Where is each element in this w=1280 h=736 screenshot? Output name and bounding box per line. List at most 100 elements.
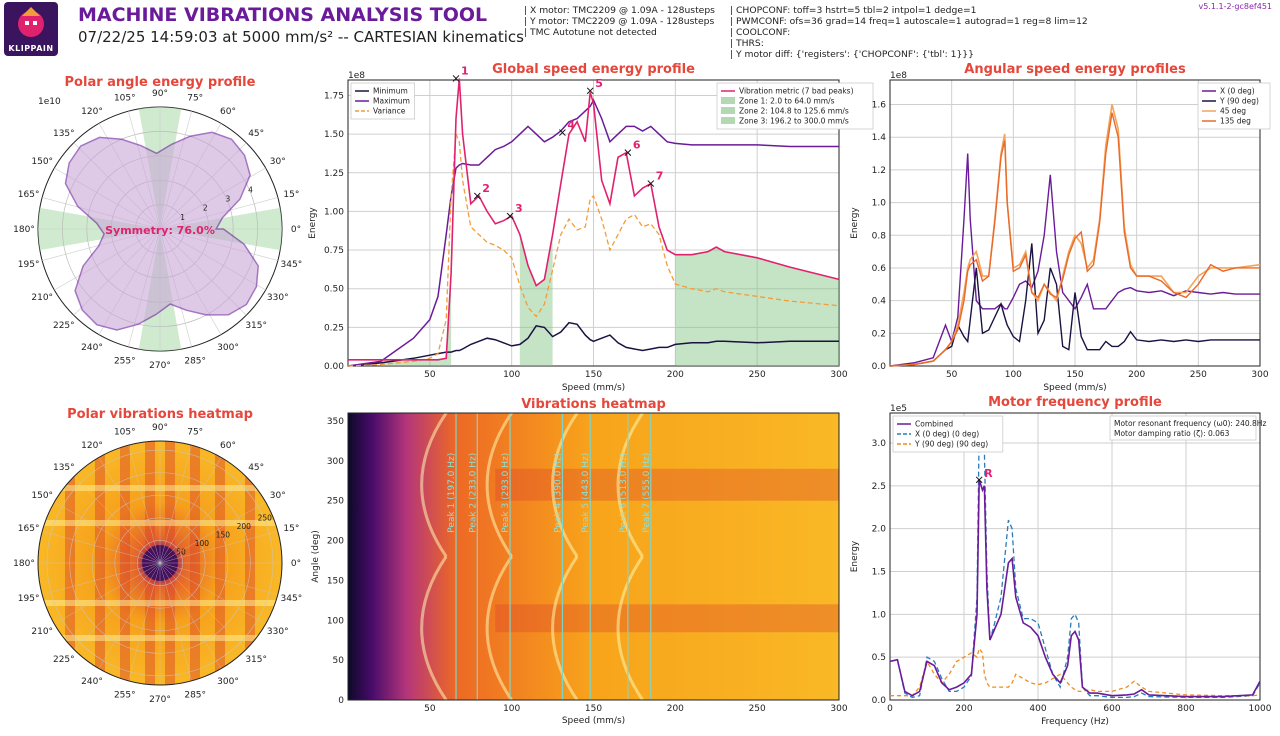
peak-label: 4 <box>567 119 575 132</box>
peak-line-label: Peak 2 (233.0 Hz) <box>468 453 478 533</box>
polar-spoke <box>159 531 278 564</box>
info-line: | TMC Autotune not detected <box>524 27 657 38</box>
y-scale-label: 1e8 <box>890 71 907 81</box>
angle-label: 180° <box>13 559 35 569</box>
angle-label: 30° <box>270 491 286 501</box>
angle-label: 195° <box>18 260 40 270</box>
angle-label: 105° <box>114 94 136 104</box>
x-tick-label: 50 <box>424 370 436 380</box>
angle-label: 150° <box>31 157 53 167</box>
plot-frame <box>889 79 1261 367</box>
radial-label: 3 <box>225 195 230 204</box>
y-tick-label: 0.50 <box>324 285 344 295</box>
y-tick-label: 1.6 <box>872 101 887 111</box>
y-tick-label: 1.50 <box>324 130 344 140</box>
y-tick-label: 1.2 <box>872 166 886 176</box>
series-minimum <box>347 321 839 367</box>
angle-label: 345° <box>281 594 303 604</box>
peak-line-label: Peak 1 (197.0 Hz) <box>447 453 457 533</box>
legend-entry: Combined <box>915 420 953 429</box>
angle-label: 135° <box>53 463 75 473</box>
peak-label: 3 <box>515 202 523 215</box>
x-tick-label: 200 <box>667 370 684 380</box>
polar-spoke <box>159 562 247 650</box>
angle-label: 315° <box>245 321 267 331</box>
angle-label: 330° <box>267 627 289 637</box>
radial-label: 250 <box>258 514 273 523</box>
radial-label: 200 <box>237 522 252 531</box>
y-tick-label: 0.75 <box>324 246 344 256</box>
angle-label: 240° <box>81 343 103 353</box>
angle-label: 330° <box>267 293 289 303</box>
series-y <box>890 647 1261 697</box>
angle-label: 225° <box>53 321 75 331</box>
y-tick-label: 1.5 <box>872 567 886 577</box>
polar-energy-chart: Polar angle energy profile 0° 15° 30° 45° 60°… <box>13 75 302 371</box>
x-tick-label: 250 <box>1190 370 1207 380</box>
angle-label: 90° <box>152 89 168 99</box>
polar-spoke <box>73 476 161 564</box>
radial-scale-label: 1e10 <box>38 97 61 107</box>
y-tick-label: 1.0 <box>872 199 887 209</box>
y-tick-label: 350 <box>327 417 344 427</box>
x-tick-label: 400 <box>1029 704 1046 714</box>
x-tick-label: 600 <box>1103 704 1120 714</box>
x-tick-label: 50 <box>424 704 436 714</box>
polar-spoke <box>98 562 161 669</box>
heatmap-base <box>348 413 839 700</box>
heatmap-band <box>495 604 839 633</box>
y-axis-label: Energy <box>850 540 860 572</box>
series-x <box>889 429 1261 699</box>
radial-label: 4 <box>248 185 253 194</box>
y-tick-label: 1.4 <box>872 133 887 143</box>
legend-motor-frame <box>892 415 1004 453</box>
angle-label: 300° <box>217 343 239 353</box>
peak-line-label: Peak 4 (390.0 Hz) <box>553 453 563 533</box>
peak-marker <box>624 149 632 157</box>
y-tick-label: 1.00 <box>324 207 344 217</box>
angle-label: 210° <box>31 627 53 637</box>
angle-label: 195° <box>18 594 40 604</box>
tmc-registers-info: | CHOPCONF: toff=3 hstrt=5 tbl=2 intpol=… <box>730 5 1088 60</box>
polar-spoke <box>98 457 161 564</box>
angle-label: 120° <box>81 107 103 117</box>
polar-heatmap-chart: Polar vibrations heatmap 50 100 150 200 250 0°… <box>13 407 302 705</box>
heatmap-arc <box>485 555 513 700</box>
info-line: | THRS: <box>730 38 764 49</box>
heatmap-arc <box>420 555 448 700</box>
angle-label: 120° <box>81 441 103 451</box>
angular-speed-chart: Angular speed energy profiles 50 100 150 200… <box>850 62 1271 393</box>
legend-entry: Y (90 deg) <box>1219 97 1259 106</box>
x-tick-label: 250 <box>749 370 766 380</box>
legend-entry: 135 deg <box>1220 117 1251 126</box>
energy-profile-shape <box>64 131 259 331</box>
vibrations-heatmap-chart: Vibrations heatmap Peak 1 (197.0 Hz) Peak … <box>311 397 848 726</box>
heatmap-arc <box>420 413 448 558</box>
peak-label: 5 <box>595 77 603 90</box>
series-y <box>889 243 1260 367</box>
resonance-marker <box>975 476 983 484</box>
x-tick-label: 200 <box>667 704 684 714</box>
angle-label: 345° <box>281 260 303 270</box>
polar-frame <box>37 440 283 686</box>
series-x <box>889 153 1260 367</box>
heatmap-arc <box>551 555 579 700</box>
polar-spoke <box>159 445 192 564</box>
peak-marker <box>586 87 594 95</box>
x-tick-label: 800 <box>1177 704 1194 714</box>
peak-label: 7 <box>656 170 664 183</box>
x-axis-label: Speed (mm/s) <box>562 383 625 393</box>
angle-label: 60° <box>220 441 236 451</box>
angle-label: 60° <box>220 107 236 117</box>
y-tick-label: 0.2 <box>872 329 886 339</box>
version-label: v5.1.1-2-gc8ef451 <box>1198 2 1272 11</box>
x-axis-label: Speed (mm/s) <box>1043 383 1106 393</box>
heatmap-arc <box>485 413 513 558</box>
x-tick-label: 200 <box>955 704 972 714</box>
series-vibration-metric <box>348 78 840 361</box>
x-axis-label: Frequency (Hz) <box>1041 717 1109 727</box>
info-line: | PWMCONF: ofs=36 grad=14 freq=1 autosca… <box>730 16 1088 27</box>
logo-icon <box>18 7 44 37</box>
y-tick-label: 100 <box>327 616 344 626</box>
series-combined <box>889 479 1261 698</box>
